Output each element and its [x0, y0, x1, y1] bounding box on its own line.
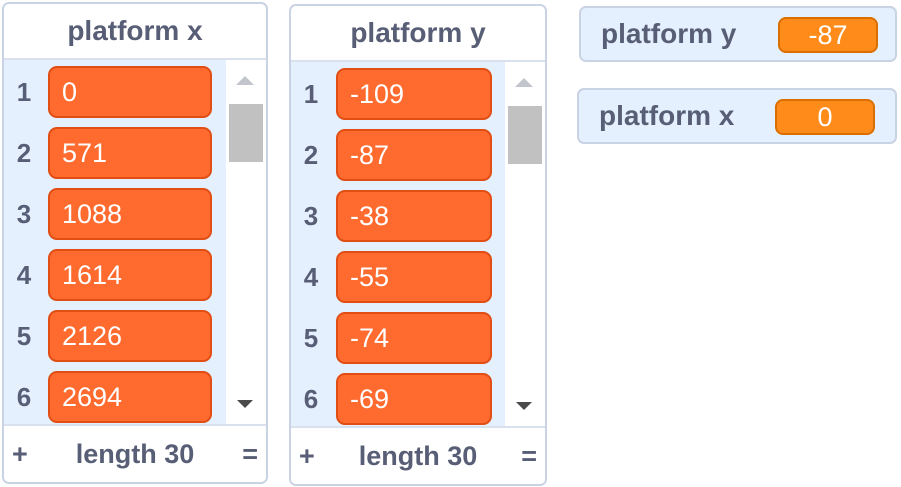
list-item-index: 4 [303, 261, 319, 292]
variable-value: 0 [775, 99, 875, 135]
list-item-value[interactable]: -109 [336, 68, 492, 120]
triangle-up-icon[interactable] [515, 78, 533, 87]
resize-handle[interactable]: = [242, 438, 258, 469]
list-item: 4 1614 [4, 245, 228, 305]
list-item-value[interactable]: 2126 [48, 310, 212, 362]
list-item: 2 -87 [291, 125, 507, 185]
list-item-index: 1 [303, 78, 319, 109]
list-item-value[interactable]: -69 [336, 373, 492, 425]
list-item-index: 2 [16, 137, 32, 168]
list-item: 6 2694 [4, 367, 228, 426]
list-item-value[interactable]: 0 [48, 66, 212, 118]
scrollbar-thumb[interactable] [229, 104, 263, 162]
list-item-value[interactable]: -74 [336, 312, 492, 364]
variable-value: -87 [778, 17, 878, 53]
scrollbar-thumb[interactable] [508, 106, 542, 164]
list-items: 1 -109 2 -87 3 -38 4 -55 5 -74 6 -69 [291, 62, 545, 428]
list-length: length 30 [75, 438, 195, 469]
resize-handle[interactable]: = [521, 440, 537, 471]
variable-label: platform y [601, 18, 737, 49]
add-item-button[interactable]: + [299, 440, 315, 471]
variable-monitor-platform-y[interactable]: platform y -87 [579, 6, 897, 62]
list-item-value[interactable]: 1614 [48, 249, 212, 301]
add-item-button[interactable]: + [12, 438, 28, 469]
list-item-value[interactable]: -87 [336, 129, 492, 181]
list-item: 1 0 [4, 62, 228, 122]
list-item-value[interactable]: 1088 [48, 188, 212, 240]
list-title: platform x [4, 4, 266, 60]
list-item-value[interactable]: -55 [336, 251, 492, 303]
list-item-index: 1 [16, 76, 32, 107]
list-monitor-platform-x: platform x 1 0 2 571 3 1088 4 1614 5 212… [2, 2, 268, 484]
list-footer: + length 30 = [291, 426, 545, 484]
list-item-index: 5 [16, 320, 32, 351]
list-length: length 30 [358, 440, 478, 471]
list-item: 4 -55 [291, 247, 507, 307]
variable-monitor-platform-x[interactable]: platform x 0 [577, 88, 897, 144]
triangle-down-icon[interactable] [237, 400, 253, 408]
list-item-value[interactable]: -38 [336, 190, 492, 242]
triangle-down-icon[interactable] [516, 402, 532, 410]
list-footer: + length 30 = [4, 424, 266, 482]
list-item: 6 -69 [291, 369, 507, 428]
list-item: 1 -109 [291, 64, 507, 124]
list-item-index: 4 [16, 259, 32, 290]
list-item-index: 5 [303, 322, 319, 353]
list-title: platform y [291, 6, 545, 62]
list-item: 5 -74 [291, 308, 507, 368]
list-scrollbar[interactable] [505, 62, 545, 428]
list-item-index: 3 [303, 200, 319, 231]
list-item-index: 6 [303, 383, 319, 414]
list-item-value[interactable]: 571 [48, 127, 212, 179]
variable-label: platform x [599, 100, 735, 131]
list-item: 5 2126 [4, 306, 228, 366]
list-scrollbar[interactable] [226, 60, 266, 426]
list-item: 3 1088 [4, 184, 228, 244]
triangle-up-icon[interactable] [236, 76, 254, 85]
list-item-value[interactable]: 2694 [48, 371, 212, 423]
list-item-index: 2 [303, 139, 319, 170]
list-item: 2 571 [4, 123, 228, 183]
list-items: 1 0 2 571 3 1088 4 1614 5 2126 6 2694 [4, 60, 266, 426]
list-item: 3 -38 [291, 186, 507, 246]
list-monitor-platform-y: platform y 1 -109 2 -87 3 -38 4 -55 5 -7… [289, 4, 547, 486]
list-item-index: 6 [16, 381, 32, 412]
list-item-index: 3 [16, 198, 32, 229]
